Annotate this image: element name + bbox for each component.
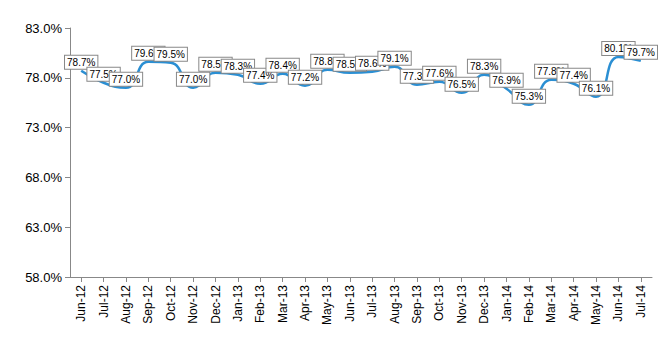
svg-text:73.0%: 73.0% — [25, 120, 62, 135]
svg-text:78.6%: 78.6% — [358, 58, 387, 70]
svg-text:Aug-12: Aug-12 — [119, 285, 133, 324]
svg-text:Nov-13: Nov-13 — [455, 285, 469, 324]
svg-text:77.3%: 77.3% — [402, 71, 432, 83]
svg-text:68.0%: 68.0% — [25, 170, 62, 185]
svg-text:Oct-13: Oct-13 — [432, 285, 446, 321]
svg-text:Apr-14: Apr-14 — [567, 285, 581, 321]
svg-text:Feb-13: Feb-13 — [253, 285, 267, 323]
svg-text:Apr-13: Apr-13 — [298, 285, 312, 321]
svg-text:78.3%: 78.3% — [223, 61, 253, 73]
svg-text:63.0%: 63.0% — [25, 220, 62, 235]
svg-text:Sep-13: Sep-13 — [410, 285, 424, 324]
svg-text:83.0%: 83.0% — [25, 21, 62, 36]
svg-text:79.6%: 79.6% — [134, 48, 163, 60]
svg-text:79.1%: 79.1% — [380, 53, 408, 64]
svg-text:78.0%: 78.0% — [25, 70, 62, 85]
svg-text:58.0%: 58.0% — [25, 270, 62, 285]
svg-text:May-14: May-14 — [589, 285, 603, 325]
svg-text:Jun-12: Jun-12 — [74, 285, 88, 322]
svg-text:77.0%: 77.0% — [179, 74, 207, 85]
svg-text:Jul-14: Jul-14 — [634, 285, 648, 318]
svg-text:78.7%: 78.7% — [67, 57, 95, 68]
svg-text:Mar-14: Mar-14 — [544, 285, 558, 323]
svg-text:Nov-12: Nov-12 — [186, 285, 200, 324]
svg-text:77.4%: 77.4% — [246, 70, 275, 82]
svg-text:Dec-13: Dec-13 — [477, 285, 491, 324]
svg-text:78.4%: 78.4% — [268, 60, 296, 71]
svg-text:Jul-12: Jul-12 — [97, 285, 111, 318]
svg-text:78.3%: 78.3% — [470, 61, 498, 72]
svg-text:May-13: May-13 — [320, 285, 334, 325]
svg-text:Oct-12: Oct-12 — [164, 285, 178, 321]
svg-text:Jul-13: Jul-13 — [365, 285, 379, 318]
svg-text:78.5%: 78.5% — [335, 59, 364, 71]
svg-text:Jan-14: Jan-14 — [500, 285, 514, 322]
svg-text:Mar-13: Mar-13 — [276, 285, 290, 323]
svg-text:Aug-13: Aug-13 — [388, 285, 402, 324]
svg-text:77.0%: 77.0% — [112, 74, 140, 85]
svg-text:Jan-13: Jan-13 — [231, 285, 245, 322]
svg-text:80.1%: 80.1% — [604, 43, 633, 55]
svg-text:Jun-14: Jun-14 — [611, 285, 625, 322]
svg-text:Sep-12: Sep-12 — [141, 285, 155, 324]
svg-text:77.8%: 77.8% — [537, 66, 566, 78]
svg-text:Dec-12: Dec-12 — [209, 285, 223, 324]
svg-text:75.3%: 75.3% — [515, 91, 543, 102]
svg-text:76.5%: 76.5% — [448, 79, 476, 90]
svg-text:77.5%: 77.5% — [89, 69, 118, 81]
svg-text:77.6%: 77.6% — [425, 68, 454, 80]
svg-text:76.1%: 76.1% — [582, 83, 610, 94]
svg-text:Jun-13: Jun-13 — [343, 285, 357, 322]
svg-text:77.4%: 77.4% — [559, 70, 587, 81]
svg-text:77.2%: 77.2% — [291, 72, 319, 83]
svg-text:Feb-14: Feb-14 — [522, 285, 536, 323]
svg-text:78.8%: 78.8% — [313, 56, 342, 68]
svg-text:79.5%: 79.5% — [157, 49, 185, 60]
svg-text:78.5%: 78.5% — [201, 59, 230, 71]
svg-text:79.7%: 79.7% — [627, 47, 655, 58]
svg-text:76.9%: 76.9% — [492, 75, 520, 86]
